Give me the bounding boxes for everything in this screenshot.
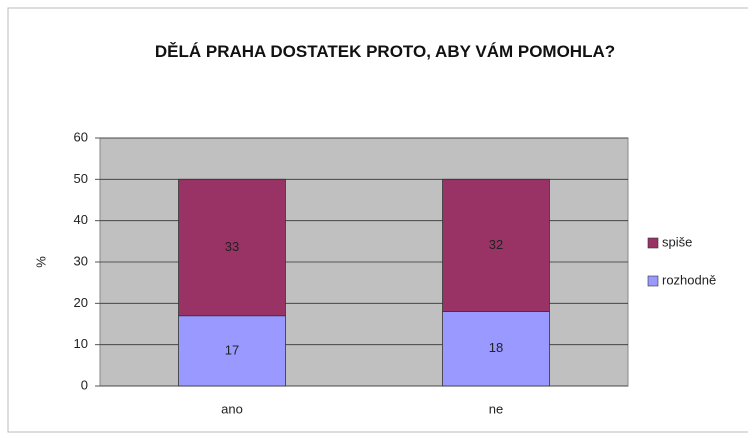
legend-label: rozhodně [662,272,716,287]
y-axis-label: % [33,256,48,268]
legend-label: spiše [662,234,692,249]
x-tick-label: ano [221,401,243,416]
bar-segment [442,178,550,312]
bar-segment [178,315,286,387]
y-tick-label: 40 [74,212,88,227]
chart-title: DĚLÁ PRAHA DOSTATEK PROTO, ABY VÁM POMOH… [154,42,616,61]
legend-swatch [647,275,659,287]
x-tick-label: ne [489,401,503,416]
data-label: 17 [225,342,239,357]
legend-swatch [647,237,659,249]
data-label: 33 [225,239,239,254]
data-label: 18 [489,340,503,355]
y-tick-label: 50 [74,171,88,186]
y-tick-label: 30 [74,253,88,268]
bar-segment [178,178,286,317]
y-tick-label: 60 [74,129,88,144]
y-tick-label: 0 [81,377,88,392]
y-tick-label: 20 [74,295,88,310]
bar-segment [442,311,550,387]
data-label: 32 [489,237,503,252]
y-tick-label: 10 [74,336,88,351]
